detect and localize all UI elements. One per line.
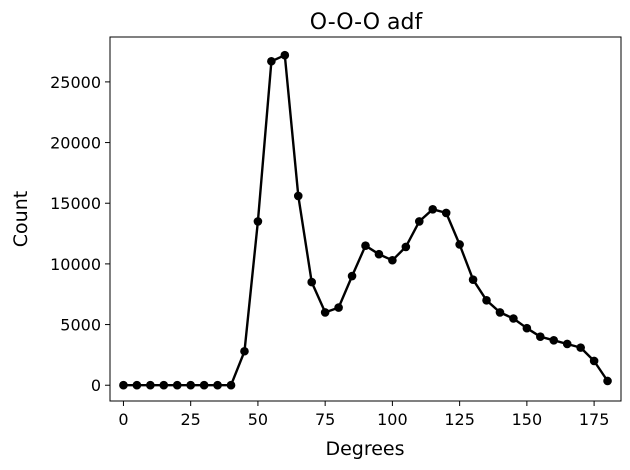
data-point [280, 50, 290, 60]
data-point [495, 308, 505, 317]
data-point [347, 271, 357, 281]
data-point [132, 380, 142, 390]
data-point [267, 56, 276, 66]
data-point [455, 240, 464, 249]
data-point [468, 275, 478, 284]
x-axis-title: Degrees [325, 438, 404, 460]
data-point [361, 241, 370, 250]
data-point [213, 380, 222, 390]
data-point [603, 376, 612, 386]
x-tick-label: 150 [512, 410, 543, 429]
chart-title: O-O-O adf [310, 10, 424, 35]
y-tick-label: 0 [91, 376, 101, 395]
x-tick-label: 100 [377, 410, 408, 429]
data-point [119, 380, 128, 390]
data-point [388, 255, 397, 265]
x-tick-label: 175 [579, 410, 610, 429]
data-point [522, 323, 532, 333]
x-tick-label: 125 [444, 410, 475, 429]
data-point [536, 332, 545, 341]
data-point [253, 217, 263, 226]
y-axis-title: Count [10, 191, 32, 247]
series-line [123, 54, 609, 387]
data-point [334, 303, 343, 312]
y-tick-label: 20000 [50, 134, 101, 153]
data-point [562, 339, 572, 349]
data-point [482, 295, 491, 305]
x-axis-ticks: 0 25 50 75 100 125 150 175 [118, 401, 609, 429]
data-point [226, 380, 236, 390]
data-point [576, 343, 585, 352]
data-point [589, 356, 599, 366]
y-axis-ticks: 0 5000 10000 15000 20000 25000 [50, 73, 110, 395]
data-point [146, 380, 155, 390]
x-tick-label: 0 [118, 410, 128, 429]
data-point [428, 204, 438, 214]
data-point [199, 380, 209, 390]
y-tick-label: 25000 [50, 73, 101, 92]
data-point [186, 380, 195, 390]
x-tick-label: 25 [181, 410, 201, 429]
data-point [414, 217, 424, 226]
plot-frame [109, 36, 622, 402]
series-layer [119, 50, 612, 390]
y-tick-label: 15000 [50, 194, 101, 213]
data-point [441, 208, 451, 218]
data-point [240, 346, 249, 356]
data-point [293, 191, 303, 201]
data-point [172, 380, 182, 390]
data-point [320, 308, 330, 317]
y-tick-label: 5000 [60, 316, 101, 335]
data-point [159, 380, 169, 390]
y-tick-label: 10000 [50, 255, 101, 274]
x-tick-label: 50 [248, 410, 268, 429]
x-tick-label: 75 [315, 410, 335, 429]
data-point [509, 314, 518, 323]
data-point [307, 277, 317, 287]
data-point [401, 242, 411, 252]
data-point [374, 249, 384, 259]
data-point [549, 336, 559, 345]
